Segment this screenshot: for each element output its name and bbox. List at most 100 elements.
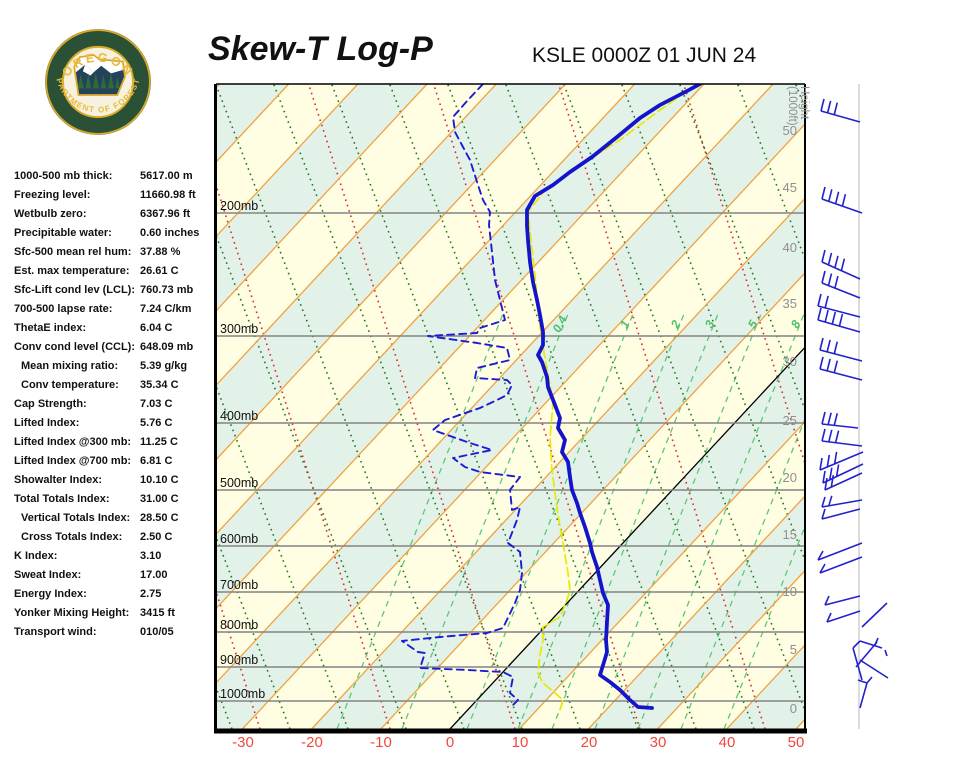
stat-label: Sweat Index: xyxy=(14,569,82,581)
station-datetime-label: KSLE 0000Z 01 JUN 24 xyxy=(532,44,757,67)
pressure-label: 500mb xyxy=(220,476,258,490)
stat-row: Showalter Index: 10.10 C xyxy=(14,471,210,490)
temp-axis-tick-label: 20 xyxy=(581,734,598,751)
stat-value: 11.25 C xyxy=(140,436,178,448)
stat-label: Wetbulb zero: xyxy=(14,208,87,220)
stat-value: 6.81 C xyxy=(140,455,173,467)
stat-value: 6367.96 ft xyxy=(140,208,191,220)
stat-row: 1000-500 mb thick: 5617.00 m xyxy=(14,167,210,186)
stat-value: 5617.00 m xyxy=(140,170,193,182)
stat-label: K Index: xyxy=(14,550,58,562)
stat-value: 760.73 mb xyxy=(140,284,194,296)
stat-label: Freezing level: xyxy=(14,189,91,201)
wetbulb-profile xyxy=(527,84,698,711)
stat-label: Yonker Mixing Height: xyxy=(14,607,130,619)
pressure-label: 400mb xyxy=(220,409,258,423)
stat-value: 6.04 C xyxy=(140,322,173,334)
stat-value: 28.50 C xyxy=(140,512,179,524)
stat-value: 31.00 C xyxy=(140,493,179,505)
stat-label: Cap Strength: xyxy=(14,398,87,410)
stat-row: Lifted Index: 5.76 C xyxy=(14,414,210,433)
stat-row: 700-500 lapse rate: 7.24 C/km xyxy=(14,300,210,319)
height-axis-label: Height(1000ft) xyxy=(786,86,810,126)
stat-row: Conv cond level (CCL): 648.09 mb xyxy=(14,338,210,357)
page-title: Skew-T Log-P xyxy=(208,30,433,68)
stat-label: Est. max temperature: xyxy=(14,265,130,277)
stat-label: Total Totals Index: xyxy=(14,493,110,505)
pressure-labels: 200mb 300mb 400mb 500mb 600mb 700mb 800mb 900mb… xyxy=(220,199,265,701)
stat-row: Conv temperature: 35.34 C xyxy=(14,376,210,395)
stat-value: 26.61 C xyxy=(140,265,179,277)
stat-label: Lifted Index @700 mb: xyxy=(14,455,132,467)
isotherms xyxy=(216,84,805,729)
stat-value: 35.34 C xyxy=(140,379,179,391)
stat-value: 648.09 mb xyxy=(140,341,194,353)
temp-axis-tick-label: 50 xyxy=(788,734,805,751)
stat-value: 17.00 xyxy=(140,569,168,581)
stat-label: Lifted Index: xyxy=(14,417,80,429)
stat-row: Energy Index: 2.75 xyxy=(14,585,210,604)
pressure-label: 700mb xyxy=(220,578,258,592)
stat-value: 010/05 xyxy=(140,626,174,638)
stat-row: Sweat Index: 17.00 xyxy=(14,566,210,585)
stat-label: Sfc-500 mean rel hum: xyxy=(14,246,132,258)
height-tick-label: 40 xyxy=(783,240,797,255)
stat-row: Cap Strength: 7.03 C xyxy=(14,395,210,414)
odf-logo-seal: OREGON DEPARTMENT OF FORESTRY xyxy=(44,26,151,135)
stat-label: Precipitable water: xyxy=(14,227,112,239)
dewpoint-profile xyxy=(401,84,523,707)
stat-value: 0.60 inches xyxy=(140,227,200,239)
sounding-indices-panel: 1000-500 mb thick: 5617.00 m Freezing leve… xyxy=(14,167,210,642)
height-axis-label-word: Height xyxy=(798,86,810,120)
stat-row: Sfc-Lift cond lev (LCL): 760.73 mb xyxy=(14,281,210,300)
stat-label: Energy Index: xyxy=(14,588,87,600)
height-tick-label: 5 xyxy=(790,642,797,657)
temp-axis-tick-label: 0 xyxy=(446,734,454,751)
pressure-lines xyxy=(216,212,805,702)
height-tick-label: 10 xyxy=(783,584,797,599)
stat-label: 700-500 lapse rate: xyxy=(14,303,113,315)
height-tick-label: 30 xyxy=(783,354,797,369)
stat-row: Precipitable water: 0.60 inches xyxy=(14,224,210,243)
stat-label: Vertical Totals Index: xyxy=(21,512,131,524)
stat-label: Cross Totals Index: xyxy=(21,531,123,543)
height-tick-label: 0 xyxy=(790,701,797,716)
height-tick-label: 15 xyxy=(783,527,797,542)
stat-value: 37.88 % xyxy=(140,246,181,258)
stat-value: 2.75 xyxy=(140,588,162,600)
temp-axis-tick-label: 30 xyxy=(650,734,667,751)
stat-row: Cross Totals Index: 2.50 C xyxy=(14,528,210,547)
stat-value: 7.03 C xyxy=(140,398,173,410)
stat-row: Freezing level: 11660.98 ft xyxy=(14,186,210,205)
stat-value: 11660.98 ft xyxy=(140,189,196,201)
temp-axis-tick-label: 40 xyxy=(719,734,736,751)
stat-row: Wetbulb zero: 6367.96 ft xyxy=(14,205,210,224)
stat-row: Vertical Totals Index: 28.50 C xyxy=(14,509,210,528)
stat-label: Mean mixing ratio: xyxy=(21,360,119,372)
stat-row: ThetaE index: 6.04 C xyxy=(14,319,210,338)
stat-row: Est. max temperature: 26.61 C xyxy=(14,262,210,281)
pressure-label: 1000mb xyxy=(220,687,265,701)
stat-value: 2.50 C xyxy=(140,531,173,543)
stat-value: 3.10 xyxy=(140,550,162,562)
height-tick-label: 20 xyxy=(783,470,797,485)
mixing-ratio-lines xyxy=(336,311,805,729)
temp-axis-tick-label: -10 xyxy=(370,734,392,751)
plot-border xyxy=(214,83,807,734)
stat-value: 5.76 C xyxy=(140,417,173,429)
pressure-label: 900mb xyxy=(220,653,258,667)
temperature-axis: -30 -20 -10 0 10 20 30 40 50 xyxy=(232,734,804,751)
wind-barbs xyxy=(817,98,889,709)
stat-label: ThetaE index: xyxy=(14,322,87,334)
stat-label: Transport wind: xyxy=(14,626,97,638)
height-tick-label: 25 xyxy=(783,413,797,428)
pressure-label: 600mb xyxy=(220,532,258,546)
stat-value: 5.39 g/kg xyxy=(140,360,188,372)
temp-axis-tick-label: -30 xyxy=(232,734,254,751)
height-axis-unit: (1000ft) xyxy=(786,86,798,126)
stat-value: 7.24 C/km xyxy=(140,303,192,315)
stat-value: 10.10 C xyxy=(140,474,179,486)
stat-label: Conv temperature: xyxy=(21,379,119,391)
